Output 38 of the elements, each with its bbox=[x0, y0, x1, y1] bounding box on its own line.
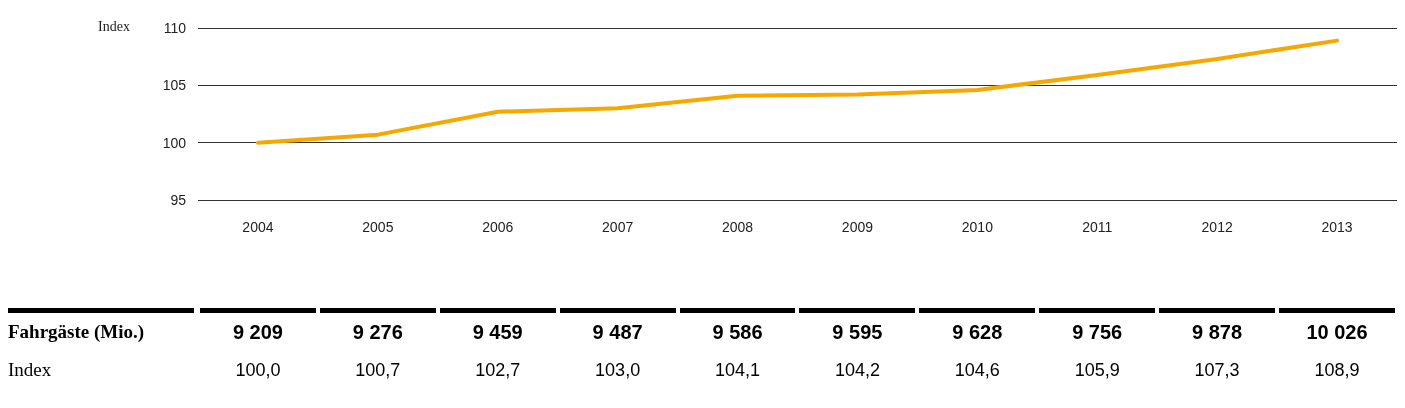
data-label: 9 276 bbox=[351, 320, 404, 344]
x-tick-label: 2010 bbox=[961, 219, 994, 235]
y-tick-label: 95 bbox=[170, 192, 187, 208]
y-tick-label: 110 bbox=[163, 20, 187, 36]
text: Index bbox=[8, 359, 53, 381]
y-axis-title: Index bbox=[98, 18, 130, 34]
data-label: 9 487 bbox=[591, 320, 644, 344]
x-tick-label: 2006 bbox=[482, 219, 514, 235]
x-tick-label: 2009 bbox=[841, 219, 874, 235]
data-label: 105,9 bbox=[1073, 359, 1121, 381]
data-label: 103,0 bbox=[594, 359, 642, 381]
x-tick-label: 2007 bbox=[602, 219, 634, 235]
data-label: 104,1 bbox=[714, 359, 762, 381]
x-tick-label: 2005 bbox=[362, 219, 394, 235]
data-label: 104,6 bbox=[953, 359, 1001, 381]
y-tick-label: 100 bbox=[162, 134, 187, 151]
data-label: 102,7 bbox=[474, 359, 522, 381]
y-tick-label: 105 bbox=[162, 77, 187, 94]
text: Fahrgäste (Mio.) bbox=[8, 321, 146, 343]
x-tick-label: 2004 bbox=[242, 219, 274, 235]
data-label: 9 595 bbox=[831, 320, 884, 344]
data-label: 10 026 bbox=[1305, 320, 1369, 344]
data-label: 9 878 bbox=[1191, 320, 1244, 344]
data-label: 9 209 bbox=[231, 320, 284, 344]
x-tick-label: 2011 bbox=[1082, 219, 1113, 235]
data-label: 9 586 bbox=[711, 320, 764, 344]
data-label: 108,9 bbox=[1313, 359, 1361, 381]
x-tick-label: 2012 bbox=[1201, 219, 1233, 235]
x-tick-label: 2013 bbox=[1321, 219, 1353, 235]
line-series bbox=[255, 38, 1340, 145]
data-label: 104,2 bbox=[833, 359, 881, 381]
data-label: 9 628 bbox=[951, 320, 1004, 344]
data-label: 107,3 bbox=[1193, 359, 1241, 381]
data-label: 9 459 bbox=[471, 320, 524, 344]
data-label: 100,0 bbox=[234, 359, 282, 381]
x-tick-label: 2008 bbox=[721, 219, 754, 235]
data-label: 9 756 bbox=[1071, 320, 1124, 344]
data-label: 100,7 bbox=[354, 359, 402, 381]
